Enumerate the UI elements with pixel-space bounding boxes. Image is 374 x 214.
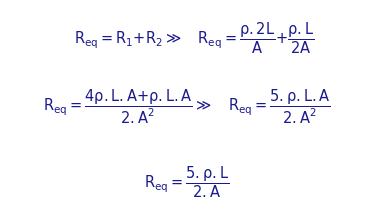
Text: $\mathsf{R_{eq}{=}R_1{+}R_2 \gg \quad R_{eq}{=}\dfrac{\rho.2L}{A}{+}\dfrac{\rho.: $\mathsf{R_{eq}{=}R_1{+}R_2 \gg \quad R_… <box>74 20 315 56</box>
Text: $\mathsf{R_{eq}{=}\dfrac{5.\rho.L}{2.A}}$: $\mathsf{R_{eq}{=}\dfrac{5.\rho.L}{2.A}}… <box>144 165 230 200</box>
Text: $\mathsf{R_{eq}{=}\dfrac{4\rho.L.A{+}\rho.L.A}{2.A^2} \gg \quad R_{eq}{=}\dfrac{: $\mathsf{R_{eq}{=}\dfrac{4\rho.L.A{+}\rh… <box>43 88 331 126</box>
